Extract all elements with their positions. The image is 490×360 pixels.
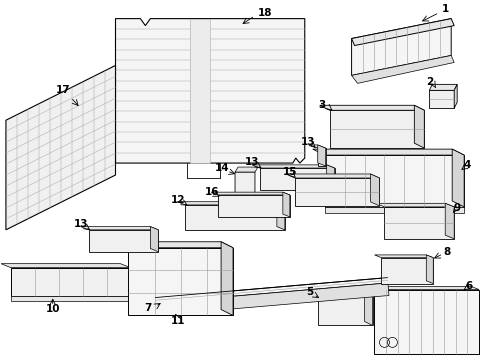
Polygon shape (11, 268, 130, 296)
Text: 15: 15 (283, 167, 297, 177)
Polygon shape (286, 174, 379, 178)
Text: 12: 12 (171, 195, 186, 205)
Text: 18: 18 (258, 8, 272, 18)
Polygon shape (81, 226, 158, 230)
Polygon shape (429, 90, 454, 108)
Polygon shape (325, 155, 464, 207)
Polygon shape (319, 105, 424, 110)
Text: 13: 13 (300, 137, 315, 147)
Polygon shape (155, 278, 388, 303)
Polygon shape (365, 292, 372, 325)
Text: 5: 5 (306, 287, 314, 297)
Polygon shape (221, 242, 233, 315)
Polygon shape (374, 255, 433, 258)
Polygon shape (6, 66, 116, 230)
Polygon shape (325, 207, 464, 213)
Polygon shape (330, 110, 424, 148)
Polygon shape (235, 167, 258, 172)
Polygon shape (367, 287, 479, 289)
Text: 17: 17 (55, 85, 70, 95)
Polygon shape (252, 165, 335, 168)
Text: 8: 8 (443, 247, 451, 257)
Polygon shape (318, 148, 326, 166)
Polygon shape (374, 289, 479, 354)
Text: 10: 10 (46, 305, 60, 315)
Polygon shape (150, 226, 158, 252)
Polygon shape (313, 149, 464, 155)
Text: 11: 11 (171, 316, 186, 327)
Text: 16: 16 (205, 187, 220, 197)
Polygon shape (211, 192, 290, 195)
Polygon shape (295, 178, 379, 206)
Polygon shape (382, 258, 433, 284)
Polygon shape (310, 145, 326, 148)
Polygon shape (277, 202, 285, 230)
Polygon shape (415, 105, 424, 148)
Text: 13: 13 (245, 157, 259, 167)
Polygon shape (452, 149, 464, 207)
Polygon shape (283, 192, 290, 217)
Polygon shape (128, 248, 233, 315)
Polygon shape (352, 19, 454, 45)
Polygon shape (318, 145, 326, 166)
Polygon shape (1, 264, 130, 268)
Polygon shape (352, 19, 451, 75)
Text: 6: 6 (466, 280, 473, 291)
Polygon shape (218, 195, 290, 217)
Text: 3: 3 (318, 100, 325, 110)
Polygon shape (116, 19, 305, 163)
Polygon shape (370, 174, 379, 206)
Polygon shape (318, 296, 372, 325)
Text: 14: 14 (215, 163, 229, 173)
Polygon shape (385, 207, 454, 239)
Polygon shape (375, 203, 454, 207)
Polygon shape (260, 168, 335, 190)
Polygon shape (117, 242, 233, 248)
Polygon shape (177, 202, 285, 205)
Polygon shape (310, 292, 372, 296)
Polygon shape (327, 165, 335, 190)
Polygon shape (11, 296, 130, 301)
Text: 4: 4 (464, 160, 471, 170)
Polygon shape (235, 172, 255, 205)
Polygon shape (352, 55, 454, 84)
Polygon shape (156, 283, 389, 315)
Text: 9: 9 (454, 203, 461, 213)
Text: 13: 13 (74, 219, 88, 229)
Text: 7: 7 (145, 302, 152, 312)
Text: 1: 1 (441, 4, 449, 14)
Polygon shape (89, 230, 158, 252)
Polygon shape (190, 19, 210, 163)
Polygon shape (454, 84, 457, 108)
Polygon shape (185, 205, 285, 230)
Polygon shape (429, 84, 457, 90)
Polygon shape (426, 255, 433, 284)
Text: 2: 2 (426, 77, 433, 87)
Polygon shape (445, 203, 454, 239)
